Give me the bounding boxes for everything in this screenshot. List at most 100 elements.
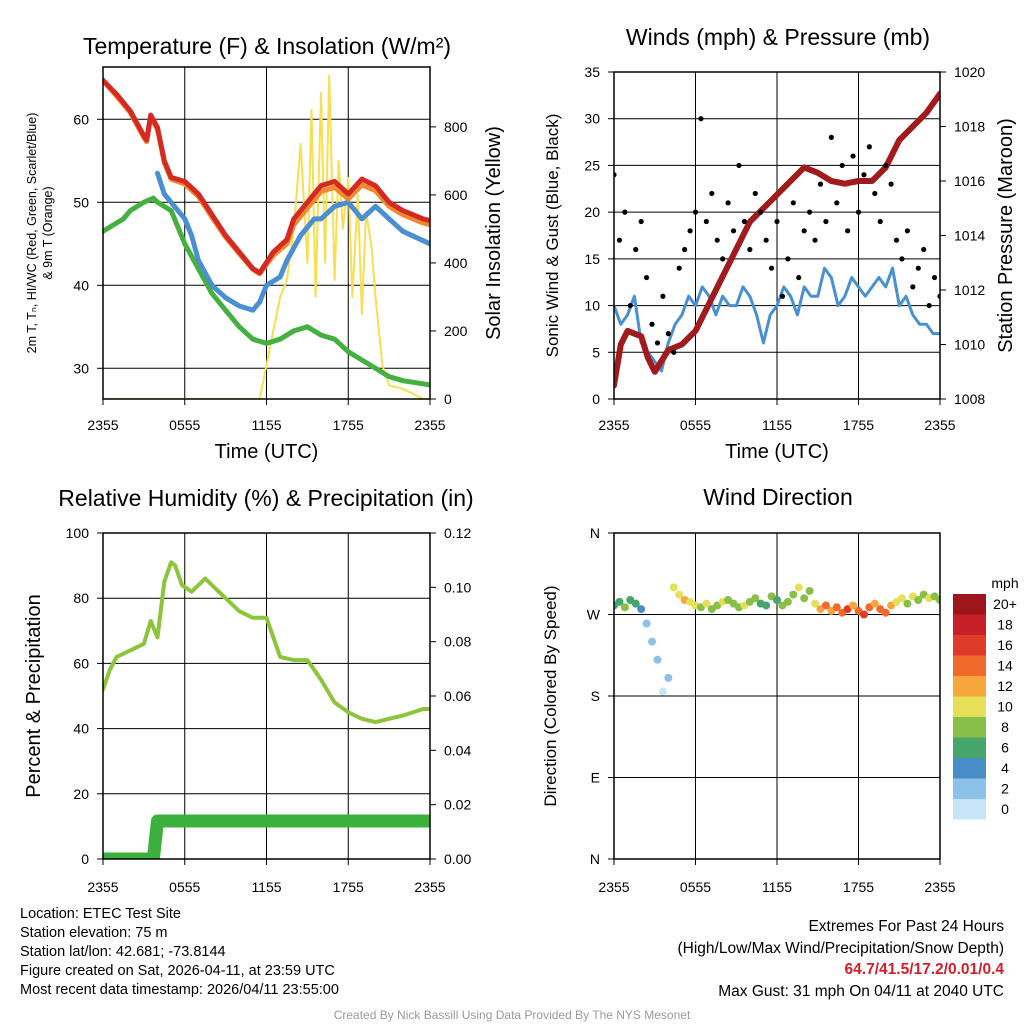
x-axis-label: Time (UTC): [725, 441, 829, 463]
gust-point: [910, 284, 916, 290]
x-tick-label: 2355: [87, 417, 118, 433]
gust-point: [899, 256, 905, 262]
gust-point: [763, 237, 769, 243]
gust-point: [796, 274, 802, 281]
direction-point: [658, 687, 667, 696]
created-text: Figure created on Sat, 2026-04-11, at 23…: [20, 963, 335, 979]
panel-title: Temperature (F) & Insolation (W/m²): [83, 33, 451, 59]
gust-point: [888, 181, 894, 187]
series-hi-wc: [155, 170, 430, 313]
y-right-tick-label: 0.08: [444, 634, 471, 650]
direction-point: [675, 590, 684, 599]
direction-point: [870, 599, 879, 608]
y-right-tick-label: 400: [444, 255, 468, 271]
recent-data-text: Most recent data timestamp: 2026/04/11 2…: [20, 982, 339, 998]
y-right-tick-label: 0.02: [444, 797, 471, 813]
plot-frame: [613, 71, 941, 400]
x-tick-label: 2355: [598, 879, 629, 895]
y-right-tick-label: 0.10: [444, 579, 471, 595]
gust-point: [692, 209, 699, 215]
y-right-tick-label: 200: [444, 323, 468, 339]
direction-point: [773, 596, 781, 605]
x-tick-label: 1755: [843, 879, 874, 895]
colorbar-swatch: [953, 696, 986, 717]
gust-point: [725, 200, 731, 206]
y-right-tick-label: 0.00: [444, 851, 471, 867]
gust-point: [660, 293, 666, 299]
x-tick-label: 0555: [680, 879, 711, 895]
gust-point: [812, 237, 818, 243]
direction-point: [751, 594, 760, 603]
plot-area: [614, 583, 940, 696]
direction-point: [832, 603, 841, 612]
direction-point: [800, 594, 809, 603]
gust-point: [779, 293, 786, 299]
gust-point: [644, 274, 650, 281]
gust-point: [714, 237, 720, 243]
direction-point: [664, 673, 673, 682]
direction-point: [897, 594, 906, 603]
colorbar-swatch: [953, 655, 986, 676]
gust-point: [866, 144, 872, 150]
colorbar-swatch: [953, 635, 986, 656]
gust-point: [850, 153, 856, 159]
x-tick-label: 1155: [762, 417, 792, 433]
colorbar-swatch: [953, 737, 986, 758]
y-axis-label: 2m T, Tₙ, HI/WC (Red, Green, Scarlet/Blu…: [25, 113, 39, 354]
direction-point: [789, 590, 798, 599]
gust-point: [736, 162, 742, 169]
direction-point: [849, 601, 858, 610]
gust-point: [823, 218, 829, 225]
colorbar-swatch: [953, 614, 986, 635]
panel-3: Relative Humidity (%) & Precipitation (i…: [23, 485, 474, 895]
series-precipitation: [103, 814, 430, 859]
y-tick-label: 25: [584, 157, 600, 173]
gust-point: [622, 209, 628, 215]
latlon-text: Station lat/lon: 42.681; -73.8144: [20, 944, 226, 960]
y-tick-label: 80: [73, 590, 89, 606]
colorbar-swatch: [953, 717, 986, 738]
x-tick-label: 1155: [762, 879, 792, 895]
y-right-tick-label: 0: [444, 391, 452, 407]
direction-point: [859, 610, 868, 619]
y-tick-label: 40: [73, 721, 89, 737]
direction-point: [783, 597, 792, 606]
gust-point: [904, 228, 911, 234]
y-axis-label: Sonic Wind & Gust (Blue, Black): [543, 114, 562, 358]
colorbar-label: 8: [1001, 719, 1009, 735]
gust-point: [861, 172, 867, 178]
gust-point: [654, 340, 661, 346]
speed-colorbar: mph 20+ 18 16 14 12 10 8 6 4 2 0: [953, 575, 1019, 820]
y-axis-label: Direction (Colored By Speed): [541, 585, 560, 806]
colorbar-label: 20+: [993, 596, 1017, 612]
colorbar-swatch: [953, 758, 986, 779]
panel-title: Wind Direction: [703, 484, 853, 510]
colorbar-label: 10: [997, 699, 1013, 715]
gust-point: [616, 237, 623, 243]
x-tick-label: 1155: [251, 879, 281, 895]
panel-title: Relative Humidity (%) & Precipitation (i…: [58, 485, 473, 511]
plot-area: [103, 74, 430, 399]
y-tick-label: 30: [584, 111, 600, 127]
gust-point: [698, 116, 704, 122]
y-right-tick-label: 1008: [954, 391, 985, 407]
colorbar-label: 2: [1001, 781, 1009, 797]
series-2m-dewpoint: [103, 195, 430, 388]
gust-point: [921, 246, 927, 253]
y-right-axis-label: Station Pressure (Maroon): [995, 118, 1017, 353]
direction-point: [914, 596, 923, 605]
extremes-info: Extremes For Past 24 Hours (High/Low/Max…: [678, 916, 1005, 1002]
x-tick-label: 2355: [87, 879, 118, 895]
direction-point: [805, 586, 814, 595]
colorbar-swatch: [953, 778, 986, 799]
gust-point: [817, 181, 824, 187]
extremes-title: Extremes For Past 24 Hours: [808, 918, 1004, 935]
plot-area: [614, 90, 940, 389]
direction-point: [631, 599, 640, 608]
gust-point: [665, 331, 671, 337]
y-tick-label: 35: [584, 64, 600, 80]
gust-point: [926, 302, 932, 309]
gust-point: [883, 162, 889, 169]
gust-point: [774, 218, 780, 225]
